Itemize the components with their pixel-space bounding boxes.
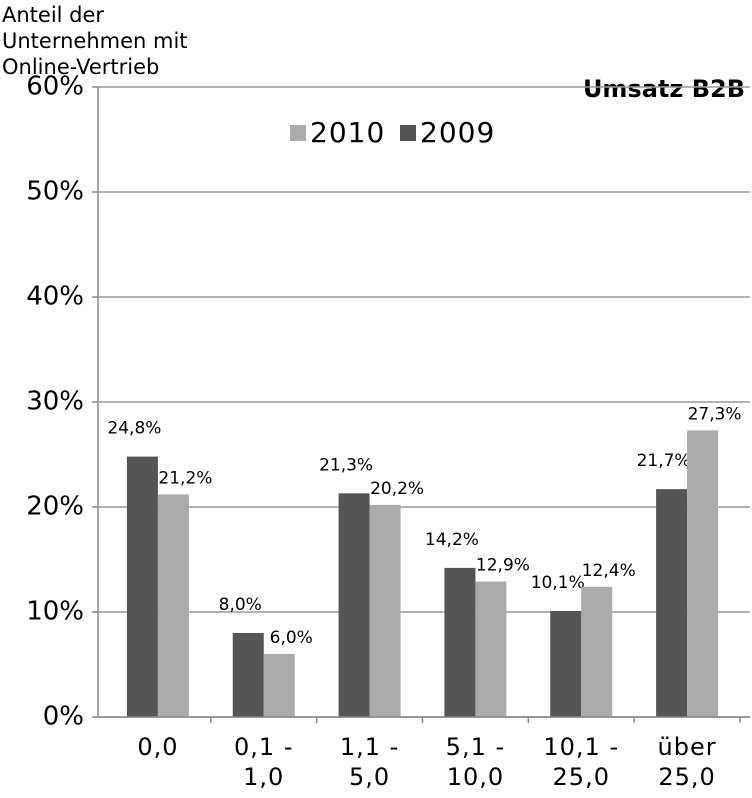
data-label: 24,8% — [107, 419, 161, 439]
bar — [444, 567, 476, 717]
y-tick-label: 30% — [26, 387, 84, 417]
data-label: 21,7% — [637, 451, 691, 471]
x-tick-label: 0,1 - 1,0 — [234, 733, 294, 791]
x-tick-label: über 25,0 — [657, 733, 717, 791]
data-label: 10,1% — [531, 573, 585, 593]
bar — [157, 494, 189, 717]
y-tick-label: 50% — [26, 177, 84, 207]
x-tick-label: 0,0 — [137, 733, 179, 761]
bar — [232, 633, 264, 717]
bar — [550, 610, 582, 717]
y-axis-label: Anteil der Unternehmen mit Online-Vertri… — [2, 3, 188, 79]
data-label: 27,3% — [688, 404, 742, 424]
bar — [369, 504, 401, 717]
bar — [687, 430, 719, 717]
bar — [475, 581, 507, 717]
y-tick-label: 20% — [26, 492, 84, 522]
y-tick-label: 10% — [26, 597, 84, 627]
y-tick-label: 0% — [43, 702, 84, 732]
bar — [338, 493, 370, 717]
chart-title: Umsatz B2B — [583, 75, 745, 103]
data-label: 12,9% — [476, 556, 530, 576]
data-label: 21,2% — [158, 468, 212, 488]
x-tick-label: 1,1 - 5,0 — [339, 733, 400, 791]
legend-label: 2009 — [420, 116, 495, 149]
data-label: 6,0% — [270, 628, 313, 648]
bar — [126, 456, 158, 717]
bar — [581, 586, 613, 717]
data-label: 8,0% — [219, 595, 262, 615]
x-tick-label: 10,1 - 25,0 — [543, 733, 620, 791]
y-tick-label: 60% — [26, 72, 84, 102]
y-tick-label: 40% — [26, 282, 84, 312]
bar — [656, 489, 688, 717]
data-label: 14,2% — [425, 530, 479, 550]
legend-swatch — [290, 125, 306, 141]
data-label: 20,2% — [370, 479, 424, 499]
legend-swatch — [400, 125, 416, 141]
legend-label: 2010 — [310, 116, 385, 149]
data-label: 21,3% — [319, 455, 373, 475]
bar — [263, 654, 295, 717]
data-label: 12,4% — [582, 561, 636, 581]
x-tick-label: 5,1 - 10,0 — [445, 733, 506, 791]
